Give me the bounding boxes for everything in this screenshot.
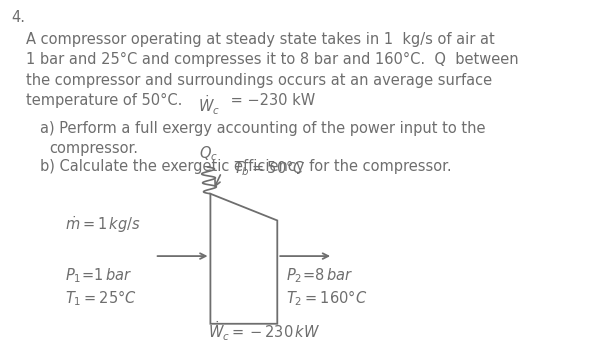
Text: A compressor operating at steady state takes in 1  kg/s of air at: A compressor operating at steady state t… (27, 32, 495, 47)
Text: temperature of 50°C.: temperature of 50°C. (27, 93, 192, 108)
Text: $P_1\!=\!1\,bar$: $P_1\!=\!1\,bar$ (65, 267, 133, 285)
Text: compressor.: compressor. (49, 141, 138, 157)
Text: 1 bar and 25°C and compresses it to 8 bar and 160°C.  Q  between: 1 bar and 25°C and compresses it to 8 ba… (27, 52, 519, 67)
Text: a) Perform a full exergy accounting of the power input to the: a) Perform a full exergy accounting of t… (41, 121, 486, 136)
Text: $T_2 = 160°C$: $T_2 = 160°C$ (286, 288, 367, 308)
Text: $\dot{W}_c = -230\,kW$: $\dot{W}_c = -230\,kW$ (208, 320, 320, 343)
Text: $\dot{W}_c$: $\dot{W}_c$ (198, 93, 220, 117)
Text: $\dot{m}=1\,kg/s$: $\dot{m}=1\,kg/s$ (65, 214, 142, 235)
Text: the compressor and surroundings occurs at an average surface: the compressor and surroundings occurs a… (27, 73, 492, 88)
Text: $P_2\!=\!8\,bar$: $P_2\!=\!8\,bar$ (286, 267, 353, 285)
Text: $Q_c$: $Q_c$ (199, 145, 218, 163)
Text: = −230 kW: = −230 kW (226, 93, 315, 108)
Text: $T_1 = 25°C$: $T_1 = 25°C$ (65, 288, 137, 308)
Text: b) Calculate the exergetic efficiency for the compressor.: b) Calculate the exergetic efficiency fo… (41, 159, 452, 174)
Text: 4.: 4. (11, 10, 25, 25)
Text: $T_b = 50°C$: $T_b = 50°C$ (233, 158, 304, 178)
